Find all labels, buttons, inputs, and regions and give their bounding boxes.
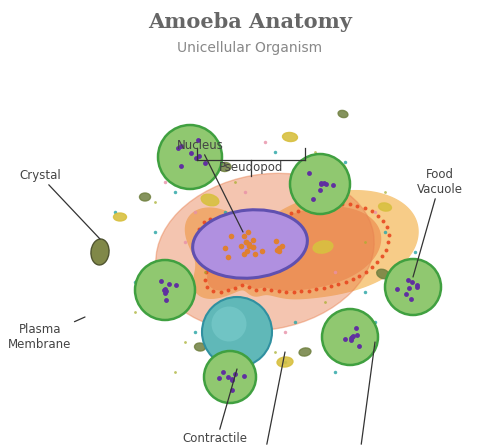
Ellipse shape — [219, 162, 231, 171]
Ellipse shape — [334, 163, 346, 171]
Text: Food
Vacuole: Food Vacuole — [413, 168, 463, 277]
Text: Plasma
Membrane: Plasma Membrane — [8, 317, 85, 351]
Circle shape — [322, 309, 378, 365]
Circle shape — [204, 351, 256, 403]
Ellipse shape — [282, 133, 298, 142]
Ellipse shape — [313, 241, 333, 253]
Ellipse shape — [376, 269, 390, 279]
Circle shape — [202, 297, 272, 367]
Ellipse shape — [192, 210, 308, 278]
Ellipse shape — [180, 176, 194, 184]
Text: Ectoplasm: Ectoplasm — [330, 342, 390, 445]
Text: Contractile
Vacuole: Contractile Vacuole — [182, 369, 248, 445]
Circle shape — [158, 125, 222, 189]
Circle shape — [212, 307, 246, 341]
Ellipse shape — [114, 213, 126, 221]
Text: Unicellular Organism: Unicellular Organism — [178, 41, 322, 55]
Ellipse shape — [91, 239, 109, 265]
Text: Endoplasm: Endoplasm — [232, 352, 298, 445]
Ellipse shape — [156, 173, 374, 331]
Ellipse shape — [277, 357, 293, 367]
Text: Nucleus: Nucleus — [176, 139, 243, 232]
Ellipse shape — [152, 291, 168, 303]
Text: Crystal: Crystal — [19, 169, 100, 239]
Ellipse shape — [226, 327, 244, 337]
Ellipse shape — [299, 348, 311, 356]
Circle shape — [135, 260, 195, 320]
Polygon shape — [202, 207, 380, 290]
Circle shape — [290, 154, 350, 214]
Text: Amoeba Anatomy: Amoeba Anatomy — [148, 12, 352, 32]
Ellipse shape — [338, 110, 348, 117]
Circle shape — [385, 259, 441, 315]
Text: Pseudopod: Pseudopod — [219, 161, 283, 174]
Polygon shape — [186, 190, 418, 299]
Ellipse shape — [306, 197, 320, 207]
Ellipse shape — [201, 194, 219, 206]
Ellipse shape — [378, 203, 392, 211]
Ellipse shape — [194, 343, 205, 351]
Ellipse shape — [140, 193, 150, 201]
